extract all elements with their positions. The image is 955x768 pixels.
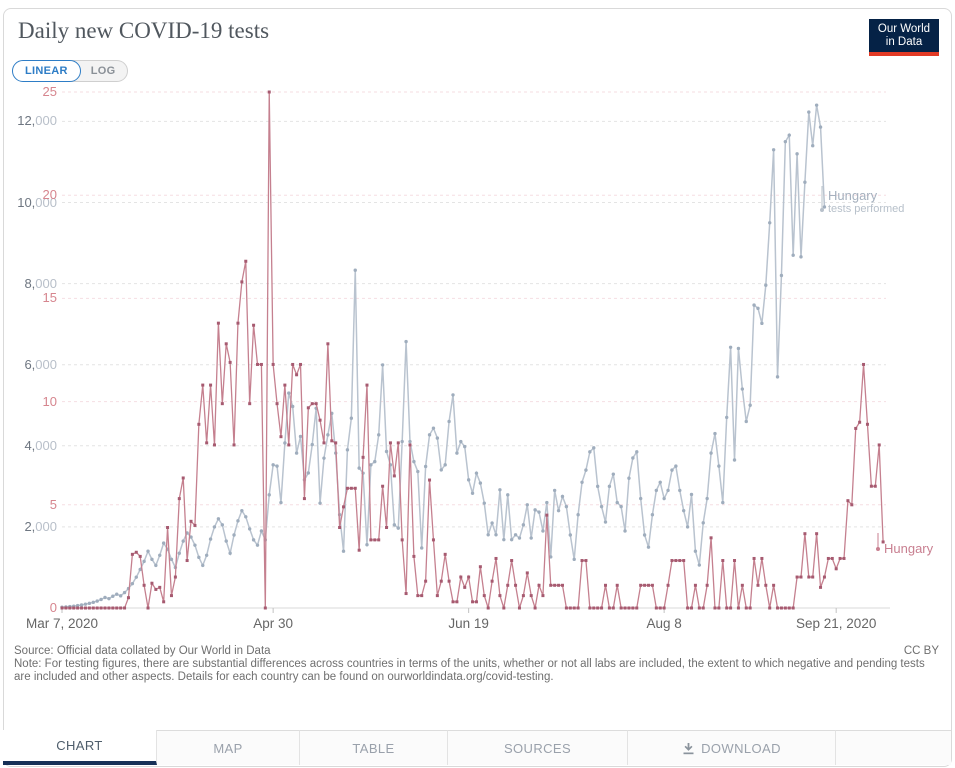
page-title: Daily new COVID-19 tests bbox=[18, 18, 270, 43]
scale-toggle: LINEAR LOG bbox=[12, 60, 129, 82]
owid-logo-line2: in Data bbox=[885, 36, 923, 48]
log-toggle-button[interactable]: LOG bbox=[70, 60, 129, 82]
tab-chart[interactable]: CHART bbox=[3, 730, 157, 765]
series-hungary bbox=[60, 90, 885, 610]
y-axis-label-secondary: 0 bbox=[49, 600, 57, 615]
owid-logo[interactable]: Our World in Data bbox=[869, 19, 939, 56]
source-text: Source: Official data collated by Our Wo… bbox=[14, 645, 271, 657]
y-axis-label-tests: 10,000 bbox=[17, 194, 57, 210]
chart-plot bbox=[60, 90, 890, 613]
tab-map[interactable]: MAP bbox=[157, 730, 300, 765]
y-axis-label-secondary: 20 bbox=[42, 187, 57, 203]
y-axis-label-tests: 6,000 bbox=[24, 356, 57, 372]
y-axis-label-tests: 12,000 bbox=[17, 113, 57, 129]
download-icon bbox=[682, 742, 695, 755]
x-axis-label: Mar 7, 2020 bbox=[25, 616, 99, 631]
license-badge[interactable]: CC BY bbox=[903, 645, 939, 657]
tab-table[interactable]: TABLE bbox=[300, 730, 448, 765]
y-axis-label-tests: 2,000 bbox=[24, 518, 57, 534]
tab-download[interactable]: DOWNLOAD bbox=[628, 730, 836, 765]
x-axis-label: Sep 21, 2020 bbox=[796, 616, 877, 631]
tab-bar: CHART MAP TABLE SOURCES DOWNLOAD bbox=[3, 730, 951, 765]
series-hungary-tests-performed bbox=[60, 103, 827, 609]
note-text: Note: For testing figures, there are sub… bbox=[14, 658, 925, 683]
y-axis-label-secondary: 25 bbox=[42, 84, 57, 99]
x-axis-label: Jun 19 bbox=[448, 616, 489, 631]
owid-logo-line1: Our World bbox=[877, 23, 931, 35]
y-axis-label-secondary: 5 bbox=[49, 496, 57, 512]
y-axis-label-tests: 8,000 bbox=[24, 275, 57, 291]
y-axis-label-secondary: 10 bbox=[42, 393, 57, 409]
x-axis-label: Aug 8 bbox=[646, 616, 682, 631]
timeline-bar: Mar 7, 2020 Sep 21, 2020 bbox=[0, 698, 955, 730]
x-axis-label: Apr 30 bbox=[253, 616, 294, 631]
y-axis-label-secondary: 15 bbox=[42, 290, 57, 306]
tab-sources[interactable]: SOURCES bbox=[448, 730, 628, 765]
linear-toggle-button[interactable]: LINEAR bbox=[12, 60, 81, 82]
tab-bar-filler bbox=[836, 730, 951, 765]
y-axis-label-tests: 4,000 bbox=[24, 437, 57, 453]
series-label-hungary-tests: Hungary tests performed bbox=[828, 188, 905, 215]
series-label-hungary: Hungary bbox=[884, 541, 934, 556]
